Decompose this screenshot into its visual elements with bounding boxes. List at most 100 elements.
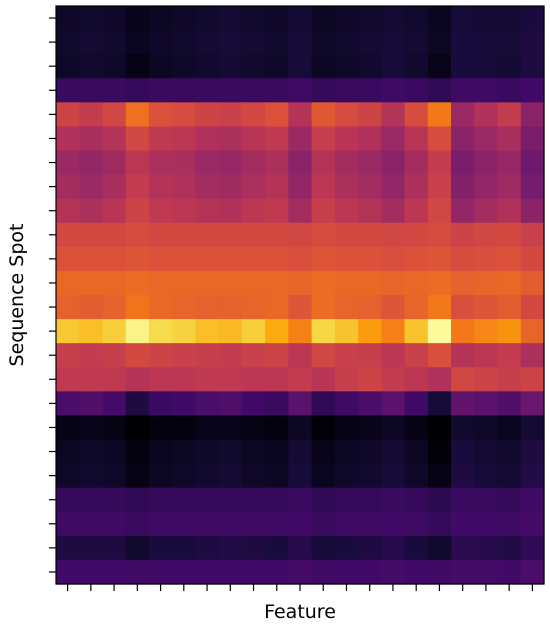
heatmap-cell: [172, 270, 197, 296]
heatmap-cell: [125, 295, 150, 320]
heatmap-cell: [288, 463, 313, 489]
heatmap-cell: [404, 391, 429, 417]
heatmap-cell: [172, 174, 197, 200]
heatmap-cell: [427, 295, 452, 320]
heatmap-cell: [288, 295, 313, 320]
heatmap-cell: [474, 367, 499, 392]
heatmap-cell: [451, 535, 475, 561]
heatmap-cell: [520, 198, 545, 224]
heatmap-cell: [288, 246, 313, 272]
heatmap-cell: [288, 319, 313, 344]
heatmap-cell: [311, 367, 336, 392]
heatmap-cell: [148, 463, 173, 489]
heatmap-cell: [79, 319, 104, 344]
heatmap-cell: [195, 30, 220, 55]
heatmap-cell: [451, 222, 475, 248]
heatmap-cell: [404, 463, 429, 489]
heatmap-cell: [334, 126, 359, 152]
heatmap-cell: [474, 511, 499, 537]
heatmap-cell: [311, 150, 336, 176]
heatmap-cell: [172, 126, 197, 152]
heatmap-cell: [520, 415, 545, 441]
heatmap-cell: [218, 487, 243, 513]
heatmap-cell: [172, 6, 197, 31]
heatmap-cell: [451, 415, 475, 441]
heatmap-cell: [404, 78, 429, 103]
heatmap-cell: [195, 6, 220, 31]
heatmap-cell: [241, 391, 266, 417]
heatmap-cell: [102, 198, 127, 224]
heatmap-cell: [358, 102, 382, 128]
heatmap-cell: [334, 198, 359, 224]
heatmap-cell: [102, 559, 127, 585]
heatmap-cell: [102, 246, 127, 272]
heatmap-cell: [79, 102, 104, 128]
heatmap-cell: [474, 198, 499, 224]
heatmap-cell: [125, 102, 150, 128]
heatmap-cell: [125, 415, 150, 441]
heatmap-cell: [427, 367, 452, 392]
heatmap-cell: [102, 30, 127, 55]
heatmap-cell: [148, 174, 173, 200]
heatmap-cell: [358, 319, 382, 344]
heatmap-cell: [404, 30, 429, 55]
heatmap-cell: [381, 54, 406, 79]
heatmap-cell: [311, 198, 336, 224]
heatmap-cell: [148, 246, 173, 272]
heatmap-cell: [334, 222, 359, 248]
heatmap-cell: [265, 367, 289, 392]
heatmap-cell: [56, 343, 80, 368]
heatmap-cell: [288, 415, 313, 441]
heatmap-cell: [241, 102, 266, 128]
heatmap-cell: [56, 559, 80, 585]
heatmap-cell: [79, 535, 104, 561]
heatmap-cell: [451, 174, 475, 200]
heatmap-cell: [125, 535, 150, 561]
heatmap-cell: [358, 463, 382, 489]
heatmap-cell: [381, 102, 406, 128]
heatmap-cell: [102, 319, 127, 344]
heatmap-cell: [474, 246, 499, 272]
heatmap-cell: [474, 559, 499, 585]
heatmap-cell: [148, 535, 173, 561]
heatmap-cell: [148, 54, 173, 79]
heatmap-cell: [288, 343, 313, 368]
heatmap-cell: [241, 463, 266, 489]
heatmap-cell: [404, 295, 429, 320]
heatmap-cell: [148, 222, 173, 248]
heatmap-cell: [195, 343, 220, 368]
heatmap-cell: [195, 463, 220, 489]
heatmap-cell: [288, 54, 313, 79]
heatmap-cell: [172, 54, 197, 79]
heatmap-cell: [79, 343, 104, 368]
heatmap-cell: [334, 246, 359, 272]
y-axis-label: Sequence Spot: [6, 224, 28, 367]
heatmap-cell: [148, 415, 173, 441]
heatmap-cell: [520, 102, 545, 128]
heatmap-cell: [381, 535, 406, 561]
heatmap-cell: [427, 270, 452, 296]
heatmap-cell: [148, 439, 173, 465]
heatmap-cell: [334, 150, 359, 176]
heatmap-cell: [148, 487, 173, 513]
heatmap-cell: [404, 367, 429, 392]
heatmap-cell: [79, 415, 104, 441]
heatmap-cell: [474, 222, 499, 248]
heatmap-cell: [102, 54, 127, 79]
heatmap-cell: [311, 391, 336, 417]
heatmap-cell: [195, 511, 220, 537]
heatmap-cell: [79, 6, 104, 31]
heatmap-cell: [404, 415, 429, 441]
heatmap-cell: [241, 198, 266, 224]
heatmap-cell: [381, 343, 406, 368]
heatmap-cell: [358, 6, 382, 31]
heatmap-cell: [497, 270, 522, 296]
heatmap-cell: [265, 511, 289, 537]
heatmap-cell: [195, 246, 220, 272]
heatmap-cell: [172, 343, 197, 368]
heatmap-cell: [218, 415, 243, 441]
heatmap-cell: [311, 54, 336, 79]
heatmap-cell: [427, 319, 452, 344]
heatmap-cell: [497, 246, 522, 272]
heatmap-cell: [218, 535, 243, 561]
